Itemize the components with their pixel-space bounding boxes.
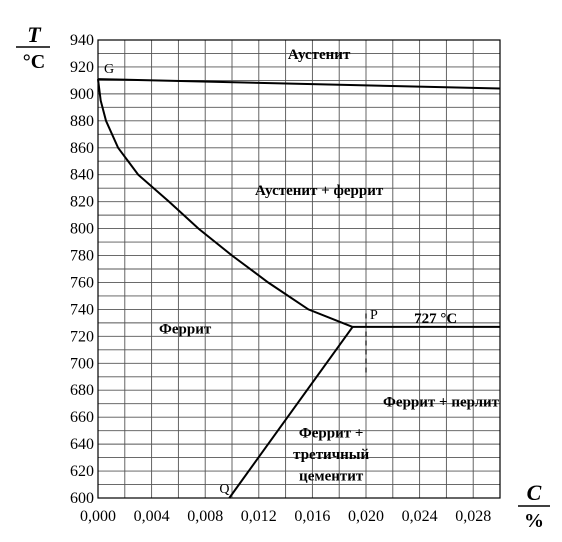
y-tick-label: 860 <box>70 140 94 157</box>
x-tick-label: 0,024 <box>402 508 438 525</box>
y-tick-label: 920 <box>70 59 94 76</box>
x-tick-label: 0,000 <box>80 508 116 525</box>
eutectoid-temperature-label: 727 °C <box>414 311 457 327</box>
y-tick-label: 800 <box>70 221 94 238</box>
region-label: Феррит + перлит <box>383 394 500 410</box>
y-tick-label: 840 <box>70 167 94 184</box>
y-tick-label: 740 <box>70 301 94 318</box>
region-label: Аустенит + феррит <box>255 183 384 199</box>
x-tick-label: 0,028 <box>455 508 491 525</box>
x-tick-label: 0,008 <box>187 508 223 525</box>
region-label: Феррит + <box>299 425 364 441</box>
y-axis-title: T <box>27 22 42 47</box>
x-tick-label: 0,012 <box>241 508 277 525</box>
x-tick-label: 0,004 <box>134 508 170 525</box>
x-tick-label: 0,016 <box>294 508 330 525</box>
y-tick-label: 720 <box>70 328 94 345</box>
point-label-g: G <box>104 62 114 77</box>
y-tick-label: 940 <box>70 32 94 49</box>
y-tick-label: 700 <box>70 355 94 372</box>
y-tick-label: 620 <box>70 463 94 480</box>
y-tick-label: 640 <box>70 436 94 453</box>
y-tick-labels: 600 620 640 660 680 700 720 740 760 780 800 820 840 8… <box>70 32 94 507</box>
y-tick-label: 900 <box>70 86 94 103</box>
region-label: Аустенит <box>288 47 351 63</box>
region-label: третичный <box>293 447 369 463</box>
y-tick-label: 760 <box>70 274 94 291</box>
region-label: цементит <box>299 468 364 484</box>
phase-line-austenite-upper <box>97 78 501 90</box>
y-tick-label: 660 <box>70 409 94 426</box>
x-axis-unit: % <box>524 510 544 532</box>
y-tick-label: 780 <box>70 248 94 265</box>
region-label: Феррит <box>159 322 212 338</box>
point-label-q: Q <box>219 482 229 497</box>
y-tick-label: 600 <box>70 490 94 507</box>
x-tick-labels: 0,000 0,004 0,008 0,012 0,016 0,020 0,024 0,028 <box>80 508 491 525</box>
y-axis-unit: °C <box>23 51 45 73</box>
x-axis-title: C <box>527 480 542 505</box>
phase-lines <box>97 78 501 499</box>
y-tick-label: 680 <box>70 382 94 399</box>
plot-frame <box>97 39 501 499</box>
phase-line-GP <box>97 78 353 328</box>
y-tick-label: 820 <box>70 194 94 211</box>
point-label-p: P <box>370 308 378 323</box>
y-tick-label: 880 <box>70 113 94 130</box>
phase-line-PQ <box>228 326 354 499</box>
diagram-labels: G P Q 727 °C Аустенит Аустенит + феррит Феррит… <box>104 47 500 497</box>
x-tick-label: 0,020 <box>348 508 384 525</box>
grid <box>97 39 501 499</box>
